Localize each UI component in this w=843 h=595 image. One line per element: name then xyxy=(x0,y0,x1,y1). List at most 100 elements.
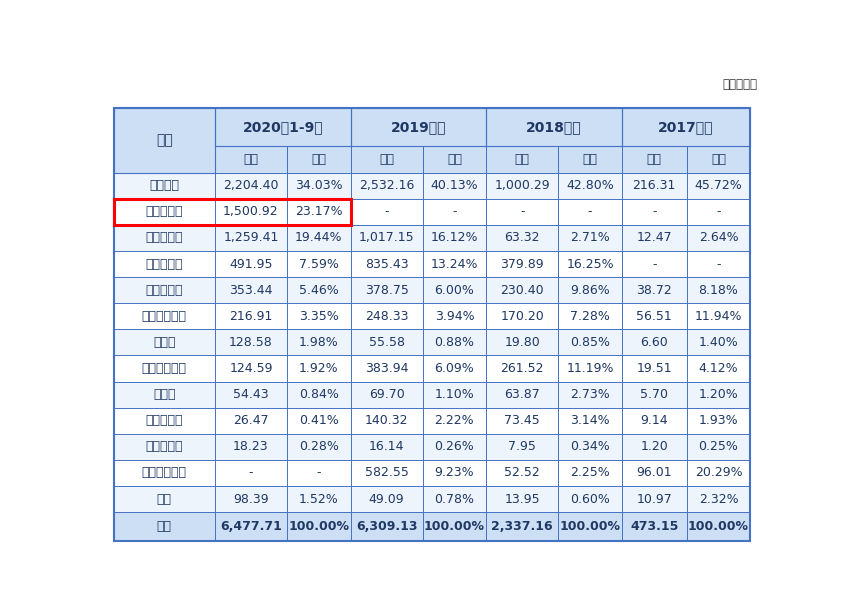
Bar xyxy=(687,146,750,173)
Text: 1,500.92: 1,500.92 xyxy=(223,205,279,218)
Text: 45.72%: 45.72% xyxy=(695,179,743,192)
Text: 2019年度: 2019年度 xyxy=(390,120,446,134)
Bar xyxy=(215,146,287,173)
Text: 0.88%: 0.88% xyxy=(434,336,475,349)
Text: 9.14: 9.14 xyxy=(641,414,668,427)
Bar xyxy=(486,146,558,173)
Text: -: - xyxy=(520,205,524,218)
Bar xyxy=(114,408,750,434)
Text: 2.22%: 2.22% xyxy=(435,414,475,427)
Text: 合计: 合计 xyxy=(157,520,172,533)
Text: 13.95: 13.95 xyxy=(504,493,540,506)
Text: 差旅及交通费: 差旅及交通费 xyxy=(142,362,187,375)
Text: 8.18%: 8.18% xyxy=(699,284,738,297)
Text: 49.09: 49.09 xyxy=(368,493,405,506)
Bar xyxy=(558,146,622,173)
Text: 96.01: 96.01 xyxy=(636,466,672,480)
Bar xyxy=(114,434,750,460)
Text: 2.32%: 2.32% xyxy=(699,493,738,506)
Text: 7.95: 7.95 xyxy=(508,440,536,453)
Text: 582.55: 582.55 xyxy=(365,466,409,480)
Text: 230.40: 230.40 xyxy=(501,284,544,297)
Text: 质量保证金: 质量保证金 xyxy=(146,258,183,271)
Bar xyxy=(114,251,750,277)
Text: 383.94: 383.94 xyxy=(365,362,408,375)
Text: 物流服务费: 物流服务费 xyxy=(146,231,183,245)
Text: 491.95: 491.95 xyxy=(229,258,272,271)
Bar xyxy=(114,173,750,199)
Text: 1,017.15: 1,017.15 xyxy=(359,231,415,245)
Text: 2,532.16: 2,532.16 xyxy=(359,179,414,192)
Text: 10.97: 10.97 xyxy=(636,493,672,506)
Text: 20.29%: 20.29% xyxy=(695,466,743,480)
Text: 折旧及摊销: 折旧及摊销 xyxy=(146,440,183,453)
Text: 38.72: 38.72 xyxy=(636,284,672,297)
Text: 353.44: 353.44 xyxy=(229,284,272,297)
Text: 11.94%: 11.94% xyxy=(695,310,742,322)
Text: 19.44%: 19.44% xyxy=(295,231,342,245)
Text: 473.15: 473.15 xyxy=(630,520,679,533)
Text: 1,259.41: 1,259.41 xyxy=(223,231,279,245)
Text: -: - xyxy=(384,205,389,218)
Text: 379.89: 379.89 xyxy=(501,258,544,271)
Text: 0.26%: 0.26% xyxy=(434,440,475,453)
Text: 248.33: 248.33 xyxy=(365,310,408,322)
Bar xyxy=(114,199,351,225)
Text: 业务宣传费: 业务宣传费 xyxy=(146,284,183,297)
Text: 1.98%: 1.98% xyxy=(299,336,339,349)
Text: 26.47: 26.47 xyxy=(234,414,269,427)
Text: 0.78%: 0.78% xyxy=(434,493,475,506)
Bar xyxy=(622,108,750,146)
Text: 3.35%: 3.35% xyxy=(299,310,339,322)
Text: 216.91: 216.91 xyxy=(229,310,272,322)
Text: 835.43: 835.43 xyxy=(365,258,408,271)
Text: 7.59%: 7.59% xyxy=(298,258,339,271)
Text: 2,337.16: 2,337.16 xyxy=(491,520,553,533)
Text: 0.41%: 0.41% xyxy=(299,414,339,427)
Text: 0.25%: 0.25% xyxy=(699,440,738,453)
Text: 6,309.13: 6,309.13 xyxy=(356,520,417,533)
Text: 其他: 其他 xyxy=(157,493,172,506)
Text: 金额: 金额 xyxy=(244,153,259,166)
Text: 业务招待费: 业务招待费 xyxy=(146,414,183,427)
Text: 69.70: 69.70 xyxy=(368,388,405,401)
Text: 100.00%: 100.00% xyxy=(560,520,620,533)
Text: 19.80: 19.80 xyxy=(504,336,540,349)
Text: 3.94%: 3.94% xyxy=(435,310,475,322)
Text: 5.70: 5.70 xyxy=(640,388,668,401)
Text: 办公费: 办公费 xyxy=(153,388,175,401)
Text: 261.52: 261.52 xyxy=(501,362,544,375)
Text: 占比: 占比 xyxy=(583,153,598,166)
Text: 40.13%: 40.13% xyxy=(431,179,478,192)
Text: 16.14: 16.14 xyxy=(369,440,405,453)
Text: 2.64%: 2.64% xyxy=(699,231,738,245)
Text: -: - xyxy=(717,205,721,218)
Text: 金额: 金额 xyxy=(647,153,662,166)
Text: 单位：万元: 单位：万元 xyxy=(722,79,757,91)
Text: 12.47: 12.47 xyxy=(636,231,672,245)
Text: 34.03%: 34.03% xyxy=(295,179,342,192)
Text: 专利许可费: 专利许可费 xyxy=(146,205,183,218)
Bar xyxy=(351,108,486,146)
Text: -: - xyxy=(316,466,321,480)
Bar xyxy=(114,303,750,330)
Text: 52.52: 52.52 xyxy=(504,466,540,480)
Bar xyxy=(486,108,622,146)
Bar xyxy=(114,486,750,512)
Text: 占比: 占比 xyxy=(711,153,726,166)
Text: 租赁费: 租赁费 xyxy=(153,336,175,349)
Text: 128.58: 128.58 xyxy=(229,336,273,349)
Bar xyxy=(114,225,750,251)
Text: 63.87: 63.87 xyxy=(504,388,540,401)
Text: 11.19%: 11.19% xyxy=(566,362,614,375)
Text: 9.23%: 9.23% xyxy=(435,466,475,480)
Text: 16.25%: 16.25% xyxy=(566,258,614,271)
Text: 金额: 金额 xyxy=(515,153,529,166)
Text: 23.17%: 23.17% xyxy=(295,205,342,218)
Text: 0.84%: 0.84% xyxy=(298,388,339,401)
Text: 股份支付费用: 股份支付费用 xyxy=(142,466,187,480)
Bar xyxy=(114,381,750,408)
Text: 378.75: 378.75 xyxy=(365,284,409,297)
Text: 2.25%: 2.25% xyxy=(570,466,610,480)
Text: 0.85%: 0.85% xyxy=(570,336,610,349)
